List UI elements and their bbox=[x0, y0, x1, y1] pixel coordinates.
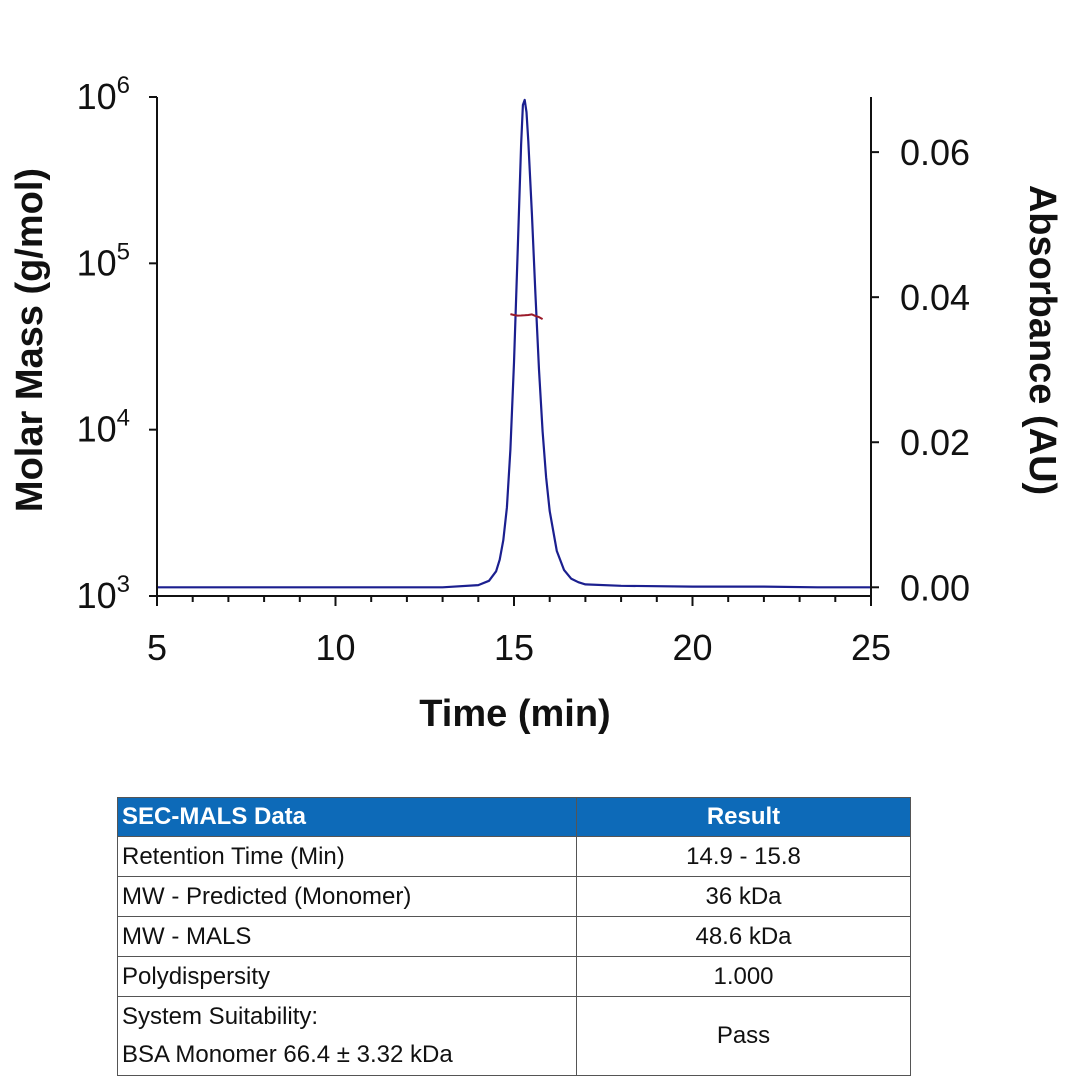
header-sec-mals-data: SEC-MALS Data bbox=[117, 797, 577, 837]
absorbance-series-line bbox=[157, 98, 871, 589]
y-tick-label: 106 bbox=[77, 72, 130, 117]
axis-ticks: 5 10 15 20 25 103 104 105 106 0.00 0.02 0.04 0.06 bbox=[77, 72, 970, 668]
x-tick-label: 15 bbox=[494, 627, 534, 668]
x-tick-label: 5 bbox=[147, 627, 167, 668]
y2-tick-label: 0.06 bbox=[900, 132, 970, 173]
table-row: System Suitability: BSA Monomer 66.4 ± 3… bbox=[117, 996, 911, 1076]
table-row: Retention Time (Min) 14.9 - 15.8 bbox=[117, 836, 911, 877]
y2-tick-label: 0.02 bbox=[900, 422, 970, 463]
row-label: Retention Time (Min) bbox=[117, 836, 577, 877]
row-label-system-suitability: System Suitability: BSA Monomer 66.4 ± 3… bbox=[117, 996, 577, 1076]
bsa-monomer-line: BSA Monomer 66.4 ± 3.32 kDa bbox=[122, 1041, 453, 1068]
molar-mass-series-line bbox=[510, 313, 544, 320]
y-tick-label: 103 bbox=[77, 571, 130, 616]
row-value: 48.6 kDa bbox=[576, 916, 911, 957]
x-tick-label: 20 bbox=[672, 627, 712, 668]
x-axis-title: Time (min) bbox=[419, 693, 610, 735]
row-value-pass: Pass bbox=[576, 996, 911, 1076]
x-tick-label: 25 bbox=[851, 627, 891, 668]
plot-area bbox=[157, 98, 871, 589]
row-value: 1.000 bbox=[576, 956, 911, 997]
sec-mals-chart: 5 10 15 20 25 103 104 105 106 0.00 0.02 0.04 0.06 Ti… bbox=[9, 72, 1063, 735]
y-tick-label: 104 bbox=[77, 405, 130, 450]
y2-tick-label: 0.04 bbox=[900, 277, 970, 318]
row-label: MW - MALS bbox=[117, 916, 577, 957]
row-value: 14.9 - 15.8 bbox=[576, 836, 911, 877]
table-row: Polydispersity 1.000 bbox=[117, 956, 911, 997]
right-y-axis-title: Absorbance (AU) bbox=[1021, 185, 1063, 495]
table-row: MW - Predicted (Monomer) 36 kDa bbox=[117, 876, 911, 917]
sec-mals-results-table: SEC-MALS Data Result Retention Time (Min… bbox=[117, 797, 911, 1076]
table-header-row: SEC-MALS Data Result bbox=[117, 797, 911, 837]
y2-tick-label: 0.00 bbox=[900, 567, 970, 608]
y-tick-label: 105 bbox=[77, 238, 130, 283]
table-row: MW - MALS 48.6 kDa bbox=[117, 916, 911, 957]
x-tick-label: 10 bbox=[315, 627, 355, 668]
row-label: MW - Predicted (Monomer) bbox=[117, 876, 577, 917]
header-result: Result bbox=[576, 797, 911, 837]
row-value: 36 kDa bbox=[576, 876, 911, 917]
left-y-axis-title: Molar Mass (g/mol) bbox=[9, 168, 51, 512]
row-label: Polydispersity bbox=[117, 956, 577, 997]
system-suitability-line: System Suitability: bbox=[122, 1003, 319, 1030]
